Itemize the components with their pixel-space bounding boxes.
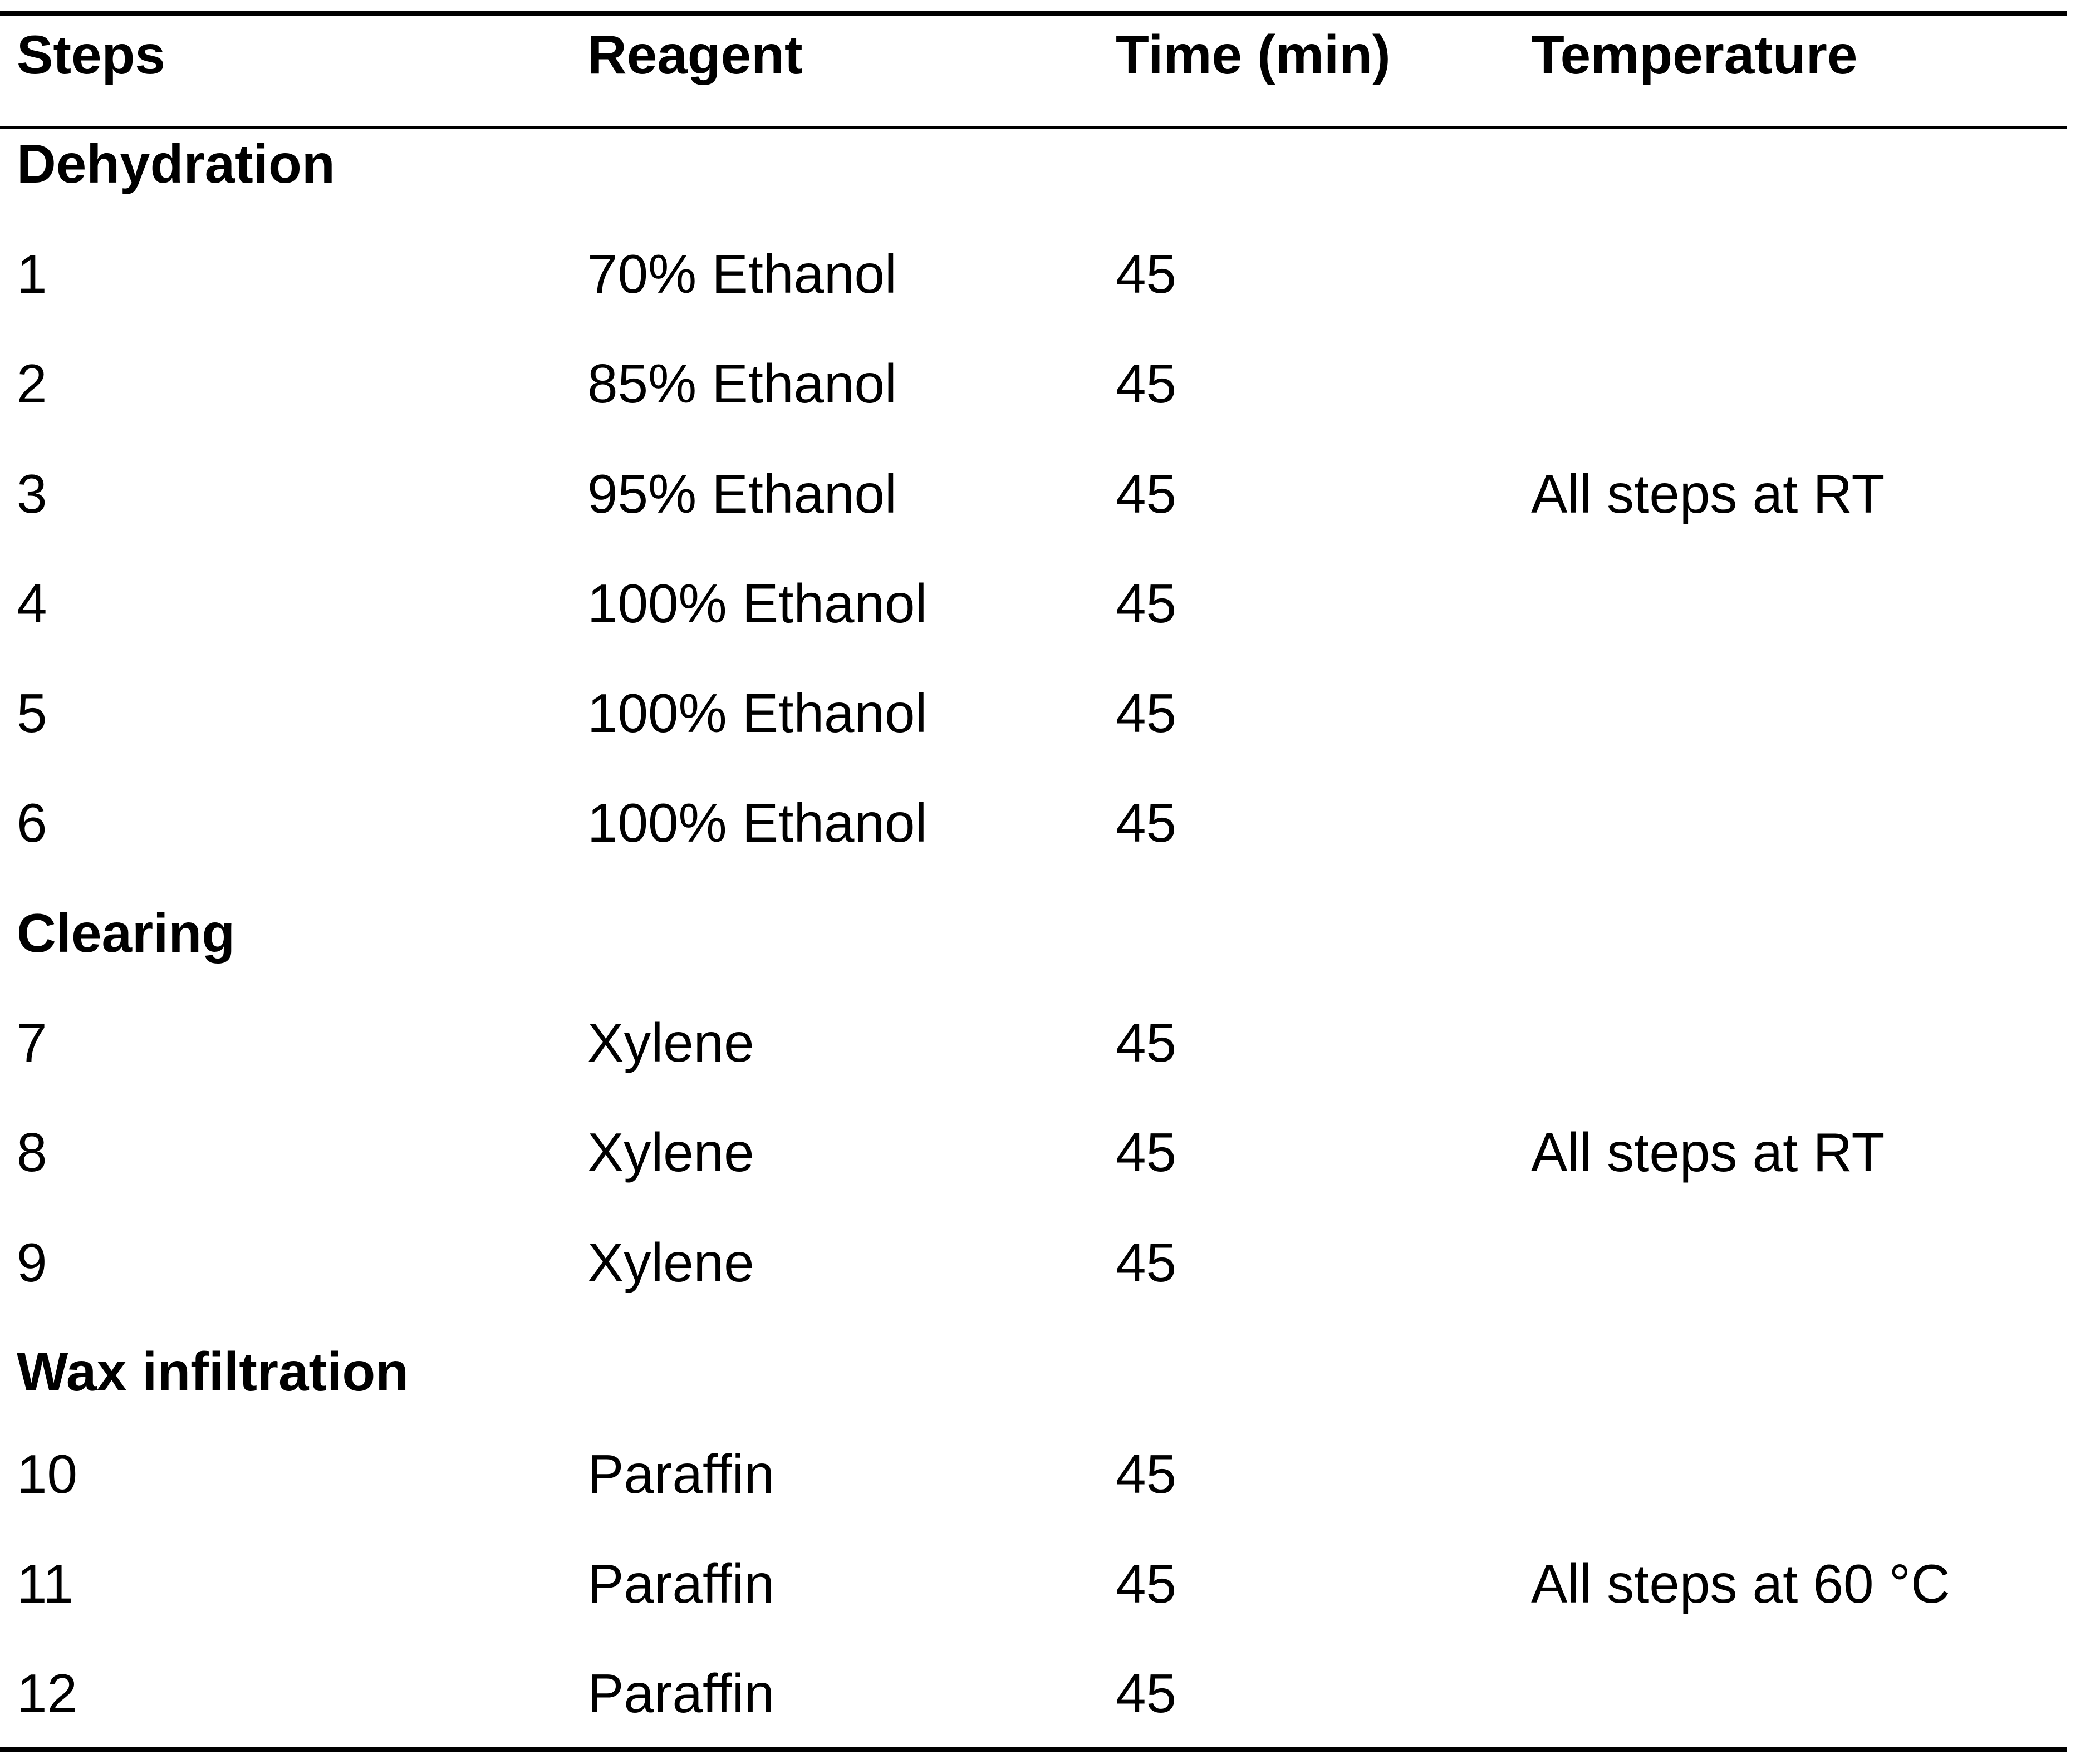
reagent-cell: 95% Ethanol	[587, 463, 897, 524]
table-row: 9 Xylene 45	[0, 1208, 2067, 1318]
section-title: Clearing	[17, 902, 235, 964]
time-cell: 45	[1116, 1443, 1177, 1505]
time-cell: 45	[1116, 1553, 1177, 1614]
step-cell: 8	[17, 1122, 47, 1183]
table-row: 3 95% Ethanol 45 All steps at RT	[0, 439, 2067, 549]
reagent-cell: 100% Ethanol	[587, 573, 928, 634]
section-header-wax-infiltration: Wax infiltration	[0, 1317, 2067, 1427]
reagent-cell: 100% Ethanol	[587, 682, 928, 744]
reagent-cell: 70% Ethanol	[587, 243, 897, 304]
table-row: 4 100% Ethanol 45	[0, 549, 2067, 659]
table-header-rule	[0, 126, 2067, 129]
header-steps: Steps	[17, 24, 165, 85]
table-row: 7 Xylene 45	[0, 988, 2067, 1098]
step-cell: 10	[17, 1443, 78, 1505]
reagent-cell: Xylene	[587, 1012, 754, 1073]
time-cell: 45	[1116, 682, 1177, 744]
step-cell: 3	[17, 463, 47, 524]
table-row: 6 100% Ethanol 45	[0, 768, 2067, 878]
reagent-cell: Paraffin	[587, 1553, 774, 1614]
step-cell: 11	[17, 1553, 73, 1614]
step-cell: 6	[17, 792, 47, 853]
time-cell: 45	[1116, 792, 1177, 853]
step-cell: 1	[17, 243, 47, 304]
section-header-clearing: Clearing	[0, 878, 2067, 988]
section-header-dehydration: Dehydration	[0, 109, 2067, 219]
table-top-rule	[0, 11, 2067, 16]
table-row: 11 Paraffin 45 All steps at 60 °C	[0, 1529, 2067, 1639]
table-row: 12 Paraffin 45	[0, 1639, 2067, 1748]
header-reagent: Reagent	[587, 24, 803, 85]
step-cell: 2	[17, 353, 47, 414]
table-row: 5 100% Ethanol 45	[0, 659, 2067, 768]
step-cell: 9	[17, 1232, 47, 1293]
temperature-cell: All steps at 60 °C	[1531, 1553, 1950, 1614]
table-header-row: Steps Reagent Time (min) Temperature	[0, 0, 2067, 110]
time-cell: 45	[1116, 1232, 1177, 1293]
time-cell: 45	[1116, 1663, 1177, 1724]
time-cell: 45	[1116, 573, 1177, 634]
section-title: Dehydration	[17, 133, 335, 194]
section-title: Wax infiltration	[17, 1341, 409, 1402]
header-time: Time (min)	[1116, 24, 1391, 85]
time-cell: 45	[1116, 1012, 1177, 1073]
reagent-cell: Xylene	[587, 1122, 754, 1183]
table-row: 1 70% Ethanol 45	[0, 219, 2067, 329]
table-row: 10 Paraffin 45	[0, 1419, 2067, 1529]
table-bottom-rule	[0, 1747, 2067, 1752]
reagent-cell: Xylene	[587, 1232, 754, 1293]
time-cell: 45	[1116, 1122, 1177, 1183]
temperature-cell: All steps at RT	[1531, 463, 1885, 524]
time-cell: 45	[1116, 353, 1177, 414]
reagent-cell: 85% Ethanol	[587, 353, 897, 414]
step-cell: 5	[17, 682, 47, 744]
time-cell: 45	[1116, 463, 1177, 524]
table-row: 2 85% Ethanol 45	[0, 329, 2067, 439]
reagent-cell: Paraffin	[587, 1663, 774, 1724]
header-temperature: Temperature	[1531, 24, 1858, 85]
step-cell: 12	[17, 1663, 78, 1724]
reagent-cell: 100% Ethanol	[587, 792, 928, 853]
step-cell: 7	[17, 1012, 47, 1073]
table-row: 8 Xylene 45 All steps at RT	[0, 1098, 2067, 1207]
time-cell: 45	[1116, 243, 1177, 304]
reagent-cell: Paraffin	[587, 1443, 774, 1505]
temperature-cell: All steps at RT	[1531, 1122, 1885, 1183]
step-cell: 4	[17, 573, 47, 634]
